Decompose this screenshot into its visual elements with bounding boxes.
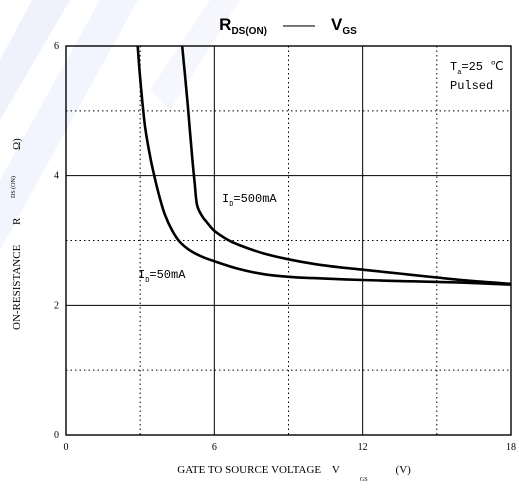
y-tick-label: 6 bbox=[54, 41, 59, 52]
series-50ma-sub: D bbox=[145, 277, 149, 285]
y-axis-label-sub: DS (ON) bbox=[10, 176, 17, 198]
title-right-main: V bbox=[331, 15, 343, 34]
condition-temp-rest: =25 ℃ bbox=[461, 60, 503, 74]
series-500ma-rest: =500mA bbox=[233, 192, 277, 206]
y-tick-label: 0 bbox=[54, 430, 59, 441]
curve-id-50ma bbox=[136, 45, 512, 286]
title-left-sub: DS(ON) bbox=[231, 26, 267, 37]
y-axis-label-text: ON-RESISTANCE bbox=[11, 244, 23, 330]
series-50ma-rest: =50mA bbox=[149, 268, 186, 282]
curves bbox=[136, 45, 512, 286]
condition-temp: Ta=25 ℃ bbox=[450, 60, 504, 77]
series-500ma-sub: D bbox=[229, 201, 233, 209]
x-axis-label-unit: (V) bbox=[396, 464, 412, 476]
tick-labels: 0 6 12 18 0 2 4 6 bbox=[54, 41, 516, 453]
x-tick-label: 18 bbox=[506, 442, 516, 453]
title-left-main: R bbox=[219, 15, 231, 34]
x-axis-label-sub: GS bbox=[360, 477, 368, 483]
series-50ma-main: I bbox=[138, 268, 145, 282]
condition-temp-main: T bbox=[450, 60, 457, 74]
condition-pulsed: Pulsed bbox=[450, 79, 493, 93]
y-axis-label-unit: Ω) bbox=[11, 138, 23, 150]
condition-temp-sub: a bbox=[457, 69, 461, 77]
y-tick-label: 4 bbox=[54, 171, 59, 182]
series-label-50ma: ID=50mA bbox=[138, 268, 186, 285]
y-axis-label: ON-RESISTANCE R DS (ON) Ω) bbox=[10, 138, 23, 330]
x-tick-label: 0 bbox=[64, 442, 69, 453]
curve-id-500ma bbox=[180, 45, 512, 286]
x-tick-label: 12 bbox=[358, 442, 368, 453]
title-separator: —— bbox=[283, 17, 315, 34]
grid-lines bbox=[66, 46, 511, 435]
x-axis-label: GATE TO SOURCE VOLTAGE V GS (V) bbox=[158, 464, 425, 483]
chart-title: RDS(ON) —— VGS bbox=[219, 15, 357, 37]
series-500ma-main: I bbox=[222, 192, 229, 206]
x-tick-label: 6 bbox=[212, 442, 217, 453]
y-tick-label: 2 bbox=[54, 300, 59, 311]
x-axis-label-text: GATE TO SOURCE VOLTAGE V bbox=[177, 464, 340, 476]
watermark-stripes bbox=[0, 0, 240, 250]
y-axis-label-symbol: R bbox=[11, 217, 23, 225]
series-label-500ma: ID=500mA bbox=[222, 192, 277, 209]
title-right-sub: GS bbox=[342, 26, 357, 37]
